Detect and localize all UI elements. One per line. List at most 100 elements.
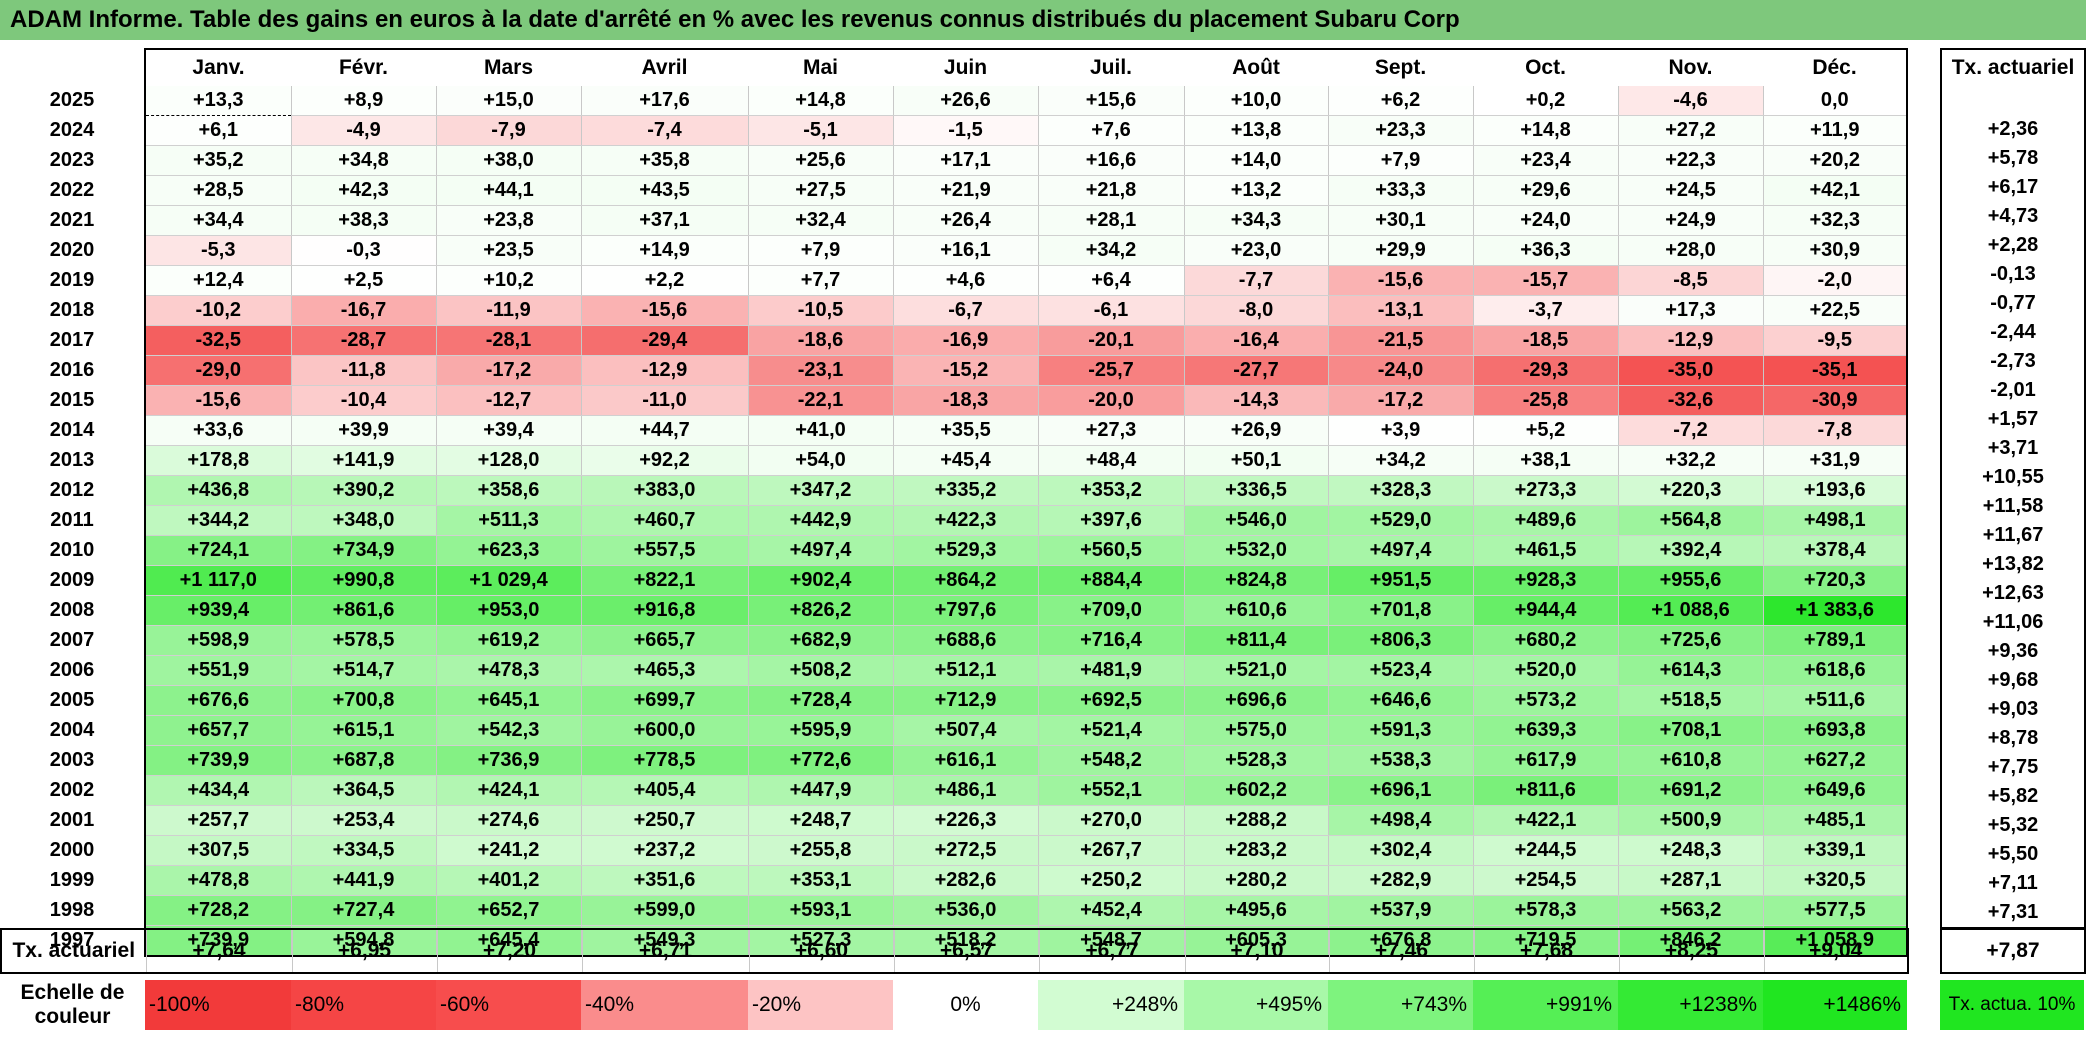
gain-cell: +778,5 (580, 745, 748, 776)
table-row: 2022 +28,5 +42,3 +44,1 +43,5 +27,5 +21,9 +21,8 +… (0, 175, 1908, 206)
gain-cell: +353,1 (747, 865, 893, 896)
gain-cell: -15,2 (892, 355, 1038, 386)
month-rate-cell: +6,57 (893, 928, 1039, 974)
table-row: 2013 +178,8 +141,9 +128,0 +92,2 +54,0 +45,4 +48… (0, 445, 1908, 476)
gain-cell: +92,2 (580, 445, 748, 476)
gain-cell: -12,9 (1617, 325, 1763, 356)
year-rate-cell: -2,73 (1940, 347, 2086, 376)
gain-cell: +529,0 (1327, 505, 1473, 536)
gain-cell: +7,9 (747, 235, 893, 266)
month-header: Sept. (1328, 48, 1473, 86)
gain-cell: +6,4 (1037, 265, 1184, 296)
table-row: 2021 +34,4 +38,3 +23,8 +37,1 +32,4 +26,4 +28,1 +… (0, 205, 1908, 236)
year-label: 2018 (49, 299, 95, 321)
gain-cell: -10,5 (747, 295, 893, 326)
gain-cell: -16,9 (892, 325, 1038, 356)
table-row: 2012 +436,8 +390,2 +358,6 +383,0 +347,2 +335,2… (0, 475, 1908, 506)
gain-cell: +725,6 (1617, 625, 1763, 656)
gain-cell: +378,4 (1762, 535, 1908, 566)
gain-cell: +7,9 (1327, 145, 1473, 176)
year-rate-cell: +12,63 (1940, 579, 2086, 608)
overall-rate-value: +7,87 (1940, 928, 2086, 974)
gain-cell: +511,3 (435, 505, 581, 536)
month-header: Janv. (144, 48, 291, 86)
gain-cell: -25,8 (1472, 385, 1618, 416)
gain-cell: +623,3 (435, 535, 581, 566)
gain-cell: +573,2 (1472, 685, 1618, 716)
year-rate-cell: +1,57 (1940, 405, 2086, 434)
gain-cell: +478,3 (435, 655, 581, 686)
month-rate-cell: +8,25 (1618, 928, 1764, 974)
gain-cell: +598,9 (144, 625, 291, 656)
gain-cell: -20,1 (1037, 325, 1184, 356)
gain-cell: -28,7 (290, 325, 436, 356)
gain-cell: +617,9 (1472, 745, 1618, 776)
gain-cell: +442,9 (747, 505, 893, 536)
gain-cell: -21,5 (1327, 325, 1473, 356)
gain-cell: -2,0 (1762, 265, 1908, 296)
gain-cell: +811,4 (1183, 625, 1328, 656)
year-label: 2020 (49, 239, 95, 261)
gain-cell: +826,2 (747, 595, 893, 626)
gain-cell: +226,3 (892, 805, 1038, 836)
gain-cell: +0,2 (1472, 86, 1618, 116)
color-scale-legend: Echelle de couleur -100% -80% -60% -40% -20%… (0, 980, 1907, 1030)
gain-cell: +335,2 (892, 475, 1038, 506)
gain-cell: +728,4 (747, 685, 893, 716)
table-row: 2016 -29,0 -11,8 -17,2 -12,9 -23,1 -15,2 -25,7-… (0, 355, 1908, 386)
gain-cell: +546,0 (1183, 505, 1328, 536)
year-rate-cell: +4,73 (1940, 202, 2086, 231)
year-label: 2014 (49, 419, 95, 441)
gain-cell: +639,3 (1472, 715, 1618, 746)
month-rate-cell: +6,77 (1038, 928, 1185, 974)
year-rate-cell: +13,82 (1940, 550, 2086, 579)
table-row: 2006 +551,9 +514,7 +478,3 +465,3 +508,2 +512,1… (0, 655, 1908, 686)
gain-cell: +4,6 (892, 265, 1038, 296)
gain-cell: +23,0 (1183, 235, 1328, 266)
gain-cell: +11,9 (1762, 115, 1908, 146)
year-label: 2024 (49, 119, 95, 141)
gain-cell: +511,6 (1762, 685, 1908, 716)
gain-cell: +21,8 (1037, 175, 1184, 206)
gain-cell: +563,2 (1617, 895, 1763, 926)
table-row: 2000 +307,5 +334,5 +241,2 +237,2 +255,8 +272,5… (0, 835, 1908, 866)
gain-cell: +646,6 (1327, 685, 1473, 716)
gain-cell: +688,6 (892, 625, 1038, 656)
gain-cell: +283,2 (1183, 835, 1328, 866)
gain-cell: +682,9 (747, 625, 893, 656)
gain-cell: +7,6 (1037, 115, 1184, 146)
header-year-blank (0, 49, 145, 86)
gain-cell: +489,6 (1472, 505, 1618, 536)
year-label: 2021 (49, 209, 95, 231)
page-title: ADAM Informe. Table des gains en euros à… (10, 6, 1460, 33)
year-rate-cell: +8,78 (1940, 724, 2086, 753)
gain-cell: +128,0 (435, 445, 581, 476)
year-label: 2012 (49, 479, 95, 501)
gain-cell: +302,4 (1327, 835, 1473, 866)
gain-cell: +700,8 (290, 685, 436, 716)
gain-cell: +939,4 (144, 595, 291, 626)
gain-cell: +20,2 (1762, 145, 1908, 176)
gain-cell: +280,2 (1183, 865, 1328, 896)
gain-cell: +24,9 (1617, 205, 1763, 236)
gain-cell: +255,8 (747, 835, 893, 866)
table-row: 2011 +344,2 +348,0 +511,3 +460,7 +442,9 +422,3… (0, 505, 1908, 536)
gain-cell: +436,8 (144, 475, 291, 506)
gain-cell: -11,9 (435, 295, 581, 326)
legend-swatch: -60% (436, 980, 581, 1030)
table-row: 1998 +728,2 +727,4 +652,7 +599,0 +593,1 +536,0… (0, 895, 1908, 926)
year-label: 2004 (49, 719, 95, 741)
gain-cell: +701,8 (1327, 595, 1473, 626)
gain-cell: +797,6 (892, 595, 1038, 626)
year-rate-cell: +5,32 (1940, 811, 2086, 840)
gain-cell: +649,6 (1762, 775, 1908, 806)
legend-swatch: +248% (1038, 980, 1184, 1030)
gain-cell: +15,0 (435, 86, 581, 116)
rate-column: Tx. actuariel +2,36 +5,78 +6,17 +4,73 +2,28-… (1940, 48, 2086, 929)
gain-cell: -18,6 (747, 325, 893, 356)
gain-cell: +244,5 (1472, 835, 1618, 866)
year-rate-cell: +11,58 (1940, 492, 2086, 521)
gain-cell: -23,1 (747, 355, 893, 386)
gain-cell: -20,0 (1037, 385, 1184, 416)
gain-cell: +34,4 (144, 205, 291, 236)
